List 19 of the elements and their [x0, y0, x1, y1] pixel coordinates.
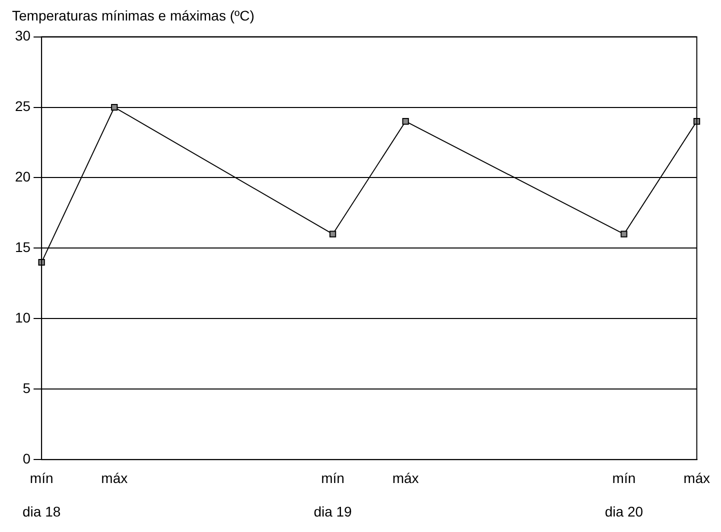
point: [111, 104, 118, 111]
x-tick-label: máx: [101, 470, 128, 486]
category-label: mín dia 20: [604, 470, 644, 520]
point: [329, 230, 336, 238]
y-tick-label: 0: [22, 450, 31, 466]
chart-title: Temperaturas mínimas e máximas (ºC): [12, 7, 254, 24]
y-tick-label: 5: [22, 380, 31, 396]
category-label: mín dia 18: [22, 470, 61, 520]
y-tick-label: 30: [14, 28, 31, 44]
category-label: mín dia 19: [314, 470, 352, 520]
point: [402, 118, 409, 125]
x-tick-label: máx: [684, 470, 710, 486]
y-tick-label: 25: [14, 98, 31, 114]
y-tick-label: 10: [14, 310, 31, 326]
y-tick-label: 15: [14, 239, 31, 256]
y-tick-label: 20: [14, 168, 31, 185]
point: [620, 230, 628, 238]
point: [38, 258, 45, 266]
x-tick-label: máx: [392, 470, 419, 486]
